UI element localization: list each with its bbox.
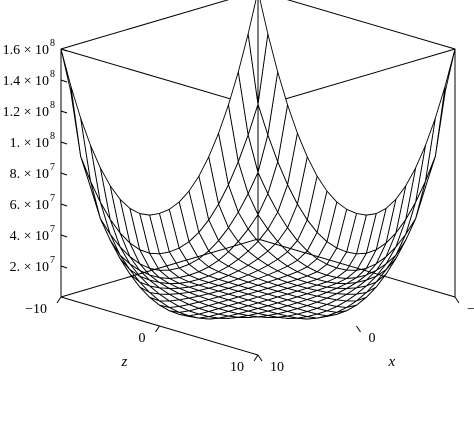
vertical-tick-label: 8. × 10 [10,167,49,182]
vertical-tick-label: 1.6 × 10 [3,43,49,58]
vertical-tick-label: 1.2 × 10 [3,105,49,120]
x-tick-label: −10 [467,302,474,317]
box-edge-top-1 [60,48,259,108]
vertical-tick-exponent: 8 [50,69,55,80]
vertical-tick-exponent: 8 [50,131,55,142]
vertical-tick-label: 1. × 10 [10,136,49,151]
vertical-tick-label: 6. × 10 [10,198,49,213]
mesh-cell [70,85,92,182]
vertical-tick-label: 2. × 10 [10,260,49,275]
mesh-cell [425,85,446,182]
box-edge-bottom-0 [60,238,259,298]
axis-ticks [56,48,460,362]
vertical-tick-4 [60,141,68,145]
vertical-tick-exponent: 8 [50,100,55,111]
z-tick-label: 0 [139,331,146,346]
bounding-box-back [60,0,456,108]
vertical-tick-exponent: 7 [50,255,55,266]
box-edge-bottom-3 [257,238,456,298]
vertical-tick-label: 1.4 × 10 [3,74,49,89]
mesh-cell [434,48,456,157]
z-tick-1 [155,325,160,333]
z-tick-label: 10 [230,360,244,375]
x-tick-label: 10 [270,360,284,375]
z-axis-label: z [121,354,128,370]
box-edge-top-2 [257,48,456,108]
vertical-tick-6 [60,79,68,83]
vertical-tick-3 [60,172,68,176]
axis-labels: 2. × 10 74. × 10 76. × 10 78. × 10 71. × 10 8… [3,38,474,375]
vertical-tick-0 [60,265,68,269]
vertical-tick-label: 4. × 10 [10,229,49,244]
x-tick-label: 0 [369,331,376,346]
mesh-cell [60,48,82,157]
x-tick-2 [257,354,263,362]
vertical-tick-exponent: 8 [50,38,55,49]
box-edge-top-3 [286,0,456,50]
vertical-tick-exponent: 7 [50,193,55,204]
vertical-tick-exponent: 7 [50,162,55,173]
x-tick-1 [356,325,361,333]
vertical-tick-1 [60,234,68,238]
vertical-tick-2 [60,203,68,207]
box-edge-top-0 [60,0,230,50]
vertical-tick-5 [60,110,68,114]
vertical-tick-exponent: 7 [50,224,55,235]
z-tick-0 [56,296,62,304]
z-tick-label: −10 [25,302,47,317]
vertical-tick-7 [60,48,68,52]
surface-mesh [60,0,456,320]
x-axis-label: x [388,354,396,370]
x-tick-0 [454,296,460,304]
z-tick-2 [253,354,259,362]
